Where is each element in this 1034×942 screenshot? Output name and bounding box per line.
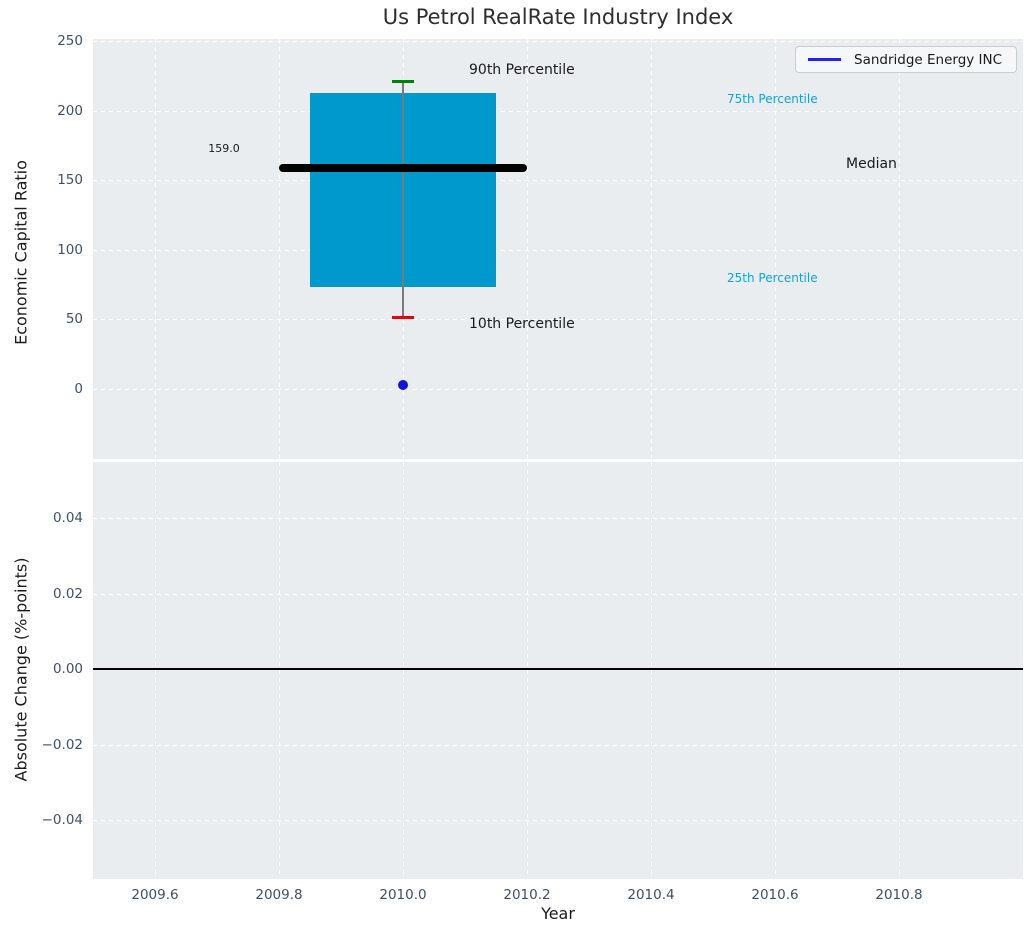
y-tick-label: 150 bbox=[13, 172, 83, 189]
whisker-cap-10th bbox=[392, 316, 414, 319]
y-tick-label: 0.00 bbox=[13, 661, 83, 678]
x-tick-label: 2009.8 bbox=[239, 887, 319, 904]
chart-title: Us Petrol RealRate Industry Index bbox=[93, 5, 1023, 29]
median-line bbox=[279, 164, 527, 172]
whisker-line bbox=[402, 81, 404, 316]
gridline-vertical bbox=[899, 462, 900, 879]
annotation-25th-percentile: 25th Percentile bbox=[727, 271, 818, 285]
annotation-10th-percentile: 10th Percentile bbox=[469, 316, 575, 332]
gridline-horizontal bbox=[93, 250, 1023, 251]
y-tick-label: −0.04 bbox=[13, 812, 83, 829]
gridline-horizontal bbox=[93, 389, 1023, 390]
gridline-vertical bbox=[775, 462, 776, 879]
figure: Us Petrol RealRate Industry Index Econom… bbox=[0, 0, 1034, 942]
gridline-vertical bbox=[527, 462, 528, 879]
x-tick-label: 2010.0 bbox=[363, 887, 443, 904]
gridline-horizontal bbox=[93, 745, 1023, 746]
gridline-horizontal bbox=[93, 594, 1023, 595]
y-tick-label: 0.02 bbox=[13, 586, 83, 603]
gridline-horizontal bbox=[93, 518, 1023, 519]
y-tick-label: 200 bbox=[13, 103, 83, 120]
y-tick-label: 0 bbox=[13, 381, 83, 398]
annotation-median-value: 159.0 bbox=[196, 142, 252, 155]
legend-label: Sandridge Energy INC bbox=[854, 52, 1002, 68]
gridline-horizontal bbox=[93, 820, 1023, 821]
company-data-point bbox=[398, 380, 408, 390]
legend-line-sample bbox=[808, 58, 841, 61]
y-tick-label: 250 bbox=[13, 33, 83, 50]
annotation-median: Median bbox=[846, 156, 897, 172]
whisker-cap-90th bbox=[392, 80, 414, 83]
gridline-horizontal bbox=[93, 111, 1023, 112]
gridline-vertical bbox=[403, 462, 404, 879]
y-tick-label: 50 bbox=[13, 311, 83, 328]
annotation-75th-percentile: 75th Percentile bbox=[727, 92, 818, 106]
y-tick-label: 100 bbox=[13, 242, 83, 259]
y-tick-label: −0.02 bbox=[13, 737, 83, 754]
x-tick-label: 2010.4 bbox=[611, 887, 691, 904]
y-tick-label: 0.04 bbox=[13, 510, 83, 527]
zero-line bbox=[93, 668, 1023, 670]
x-tick-label: 2010.8 bbox=[859, 887, 939, 904]
gridline-horizontal bbox=[93, 180, 1023, 181]
x-tick-label: 2010.6 bbox=[735, 887, 815, 904]
gridline-horizontal bbox=[93, 41, 1023, 42]
x-axis-label-year: Year bbox=[93, 904, 1023, 923]
top-plot-area bbox=[93, 39, 1023, 459]
x-tick-label: 2009.6 bbox=[115, 887, 195, 904]
bottom-plot-area bbox=[93, 462, 1023, 879]
gridline-vertical bbox=[279, 462, 280, 879]
gridline-vertical bbox=[155, 462, 156, 879]
x-tick-label: 2010.2 bbox=[487, 887, 567, 904]
gridline-vertical bbox=[651, 462, 652, 879]
annotation-90th-percentile: 90th Percentile bbox=[469, 62, 575, 78]
legend: Sandridge Energy INC bbox=[795, 46, 1017, 73]
